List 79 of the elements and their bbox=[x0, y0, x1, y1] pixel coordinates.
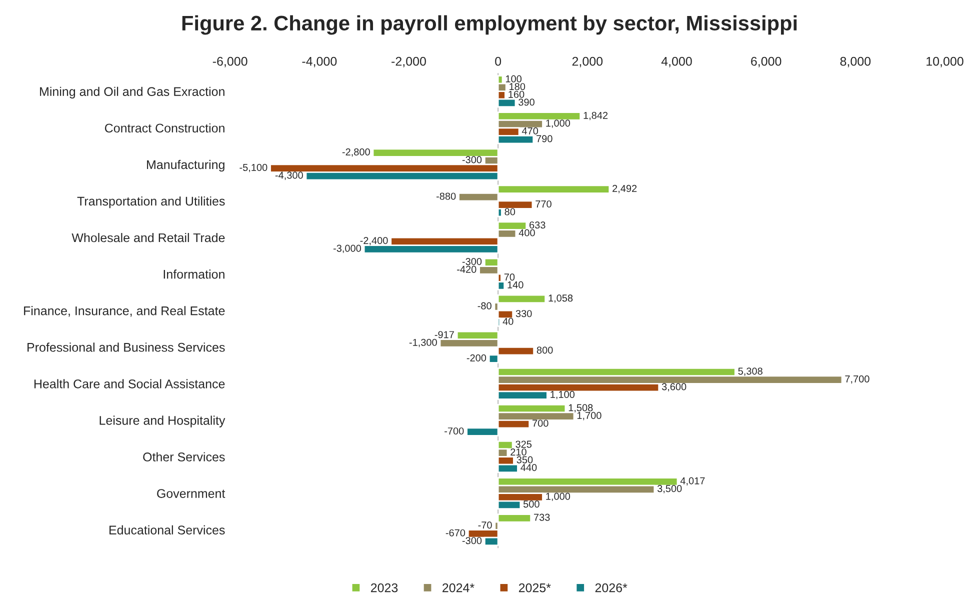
data-label: -70 bbox=[478, 522, 492, 529]
data-label: 1,000 bbox=[546, 120, 570, 128]
data-label: 180 bbox=[510, 83, 526, 90]
data-label: -1,300 bbox=[409, 338, 437, 348]
data-label: 7,700 bbox=[845, 375, 870, 384]
data-label: 440 bbox=[520, 464, 537, 472]
data-label: 160 bbox=[508, 90, 524, 98]
y-tick-label: Educational Services bbox=[110, 525, 225, 534]
data-label: 733 bbox=[534, 514, 550, 521]
legend-label: 2023 bbox=[370, 583, 398, 592]
data-label: -300 bbox=[462, 156, 482, 164]
data-label: -2,400 bbox=[360, 236, 388, 246]
x-tick-label: 6,000 bbox=[751, 56, 782, 68]
y-tick-label: Information bbox=[164, 270, 224, 279]
x-tick-label: 2,000 bbox=[572, 56, 603, 68]
data-label: 400 bbox=[518, 229, 535, 236]
data-label: -3,000 bbox=[333, 244, 361, 254]
data-label: -2,800 bbox=[342, 148, 370, 157]
data-label: 100 bbox=[506, 75, 522, 82]
y-tick-label: Leisure and Hospitality bbox=[100, 416, 226, 428]
y-tick-label: Manufacturing bbox=[147, 160, 224, 172]
data-label: 1,508 bbox=[568, 404, 593, 412]
y-tick-label: Finance, Insurance, and Real Estate bbox=[24, 306, 225, 317]
legend-label: 2026* bbox=[595, 583, 628, 592]
x-tick-label: 0 bbox=[495, 56, 502, 66]
data-label: 770 bbox=[536, 200, 552, 208]
data-label: 800 bbox=[536, 346, 553, 354]
data-label: 1,100 bbox=[550, 390, 575, 400]
data-label: 1,700 bbox=[577, 412, 602, 420]
data-label: -300 bbox=[462, 258, 482, 266]
x-tick-label: -4,000 bbox=[302, 56, 337, 68]
data-label: 2,492 bbox=[612, 184, 637, 194]
y-tick-label: Contract Construction bbox=[104, 123, 224, 133]
data-label: 210 bbox=[510, 448, 526, 456]
data-label: 470 bbox=[522, 127, 538, 134]
data-label: 330 bbox=[516, 310, 532, 318]
legend-label: 2024* bbox=[442, 583, 474, 592]
data-label: 3,600 bbox=[662, 383, 686, 392]
data-label: -700 bbox=[444, 427, 464, 435]
y-tick-label: Government bbox=[157, 489, 226, 498]
data-label: -4,300 bbox=[275, 172, 303, 180]
data-label: -880 bbox=[436, 192, 456, 200]
data-label: 1,842 bbox=[584, 112, 608, 120]
y-tick-label: Mining and Oil and Gas Exraction bbox=[40, 86, 224, 98]
data-label: 390 bbox=[518, 98, 534, 106]
data-label: -300 bbox=[462, 537, 482, 544]
chart-title: Figure 2. Change in payroll employment by sector, Mississippi bbox=[182, 15, 797, 35]
data-label: -670 bbox=[446, 529, 466, 536]
x-tick-label: -2,000 bbox=[392, 56, 426, 68]
data-label: 633 bbox=[530, 221, 546, 229]
legend-label: 2025* bbox=[518, 583, 551, 592]
data-label: 790 bbox=[536, 135, 552, 142]
data-label: 1,058 bbox=[548, 294, 573, 303]
data-label: 140 bbox=[508, 281, 524, 288]
data-label: 5,308 bbox=[738, 368, 762, 376]
data-label: 40 bbox=[502, 318, 514, 325]
data-label: 1,000 bbox=[546, 492, 570, 502]
x-tick-label: 4,000 bbox=[661, 56, 692, 68]
data-label: 3,500 bbox=[657, 485, 682, 494]
y-tick-label: Wholesale and Retail Trade bbox=[72, 232, 225, 242]
data-label: -200 bbox=[466, 354, 486, 362]
data-label: 80 bbox=[504, 208, 516, 216]
data-label: 4,017 bbox=[680, 477, 705, 486]
data-label: 350 bbox=[516, 456, 533, 464]
data-label: -5,100 bbox=[240, 164, 268, 172]
y-tick-label: Other Services bbox=[143, 452, 225, 462]
y-tick-label: Professional and Business Services bbox=[28, 342, 225, 352]
x-tick-label: 10,000 bbox=[926, 56, 964, 68]
data-label: -80 bbox=[478, 302, 492, 310]
data-label: 500 bbox=[523, 500, 540, 508]
data-label: 325 bbox=[516, 440, 532, 448]
data-label: -917 bbox=[434, 331, 454, 338]
data-label: 700 bbox=[532, 420, 548, 427]
data-label: 70 bbox=[504, 274, 515, 281]
y-tick-label: Transportation and Utilities bbox=[77, 196, 225, 208]
x-tick-label: -6,000 bbox=[212, 56, 248, 68]
x-tick-label: 8,000 bbox=[840, 56, 871, 68]
y-tick-label: Health Care and Social Assistance bbox=[34, 379, 225, 388]
data-label: -420 bbox=[457, 266, 476, 273]
